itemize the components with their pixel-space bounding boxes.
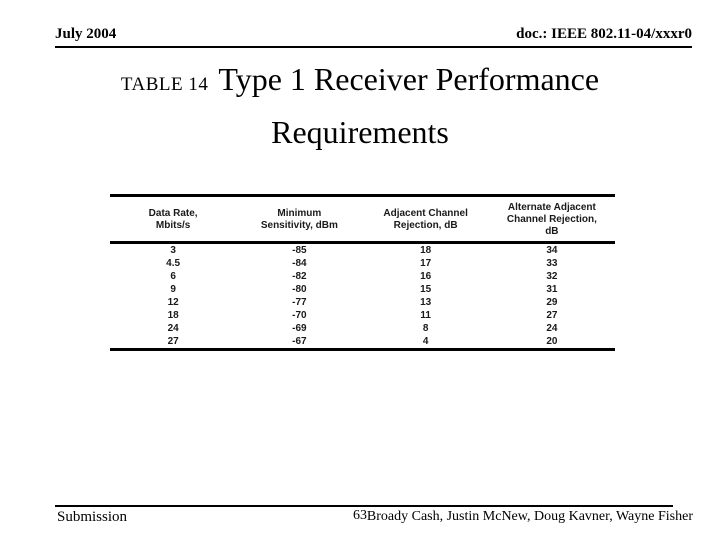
footer-page-number: 63 bbox=[353, 508, 367, 523]
table-header: Data Rate, Mbits/s Minimum Sensitivity, … bbox=[110, 195, 615, 244]
table-cell: 9 bbox=[170, 284, 176, 295]
table-cell: 24 bbox=[546, 323, 558, 334]
table-cell: -85 bbox=[292, 245, 307, 256]
table-cell: 11 bbox=[420, 310, 431, 321]
table-cell: 8 bbox=[422, 323, 429, 334]
table-cell: 29 bbox=[546, 297, 558, 308]
table-cell: 32 bbox=[546, 271, 558, 282]
table-cell: 6 bbox=[170, 271, 176, 282]
table-cell: -70 bbox=[292, 310, 307, 321]
title-block: TABLE 14 Type 1 Receiver Performance Requ… bbox=[0, 56, 720, 156]
table-cell: 13 bbox=[420, 297, 432, 308]
table-cell: 12 bbox=[167, 297, 179, 308]
footer-authors: Broady Cash, Justin McNew, Doug Kavner, … bbox=[366, 509, 693, 524]
column-header-adjacent-rejection: Adjacent Channel Rejection, dB bbox=[362, 195, 489, 244]
table-cell: -82 bbox=[292, 271, 307, 282]
page-title-line-2: Requirements bbox=[271, 114, 449, 150]
column-header-min-sensitivity: Minimum Sensitivity, dBm bbox=[236, 195, 363, 244]
table-cell: 34 bbox=[546, 245, 558, 256]
table-cell: 18 bbox=[167, 310, 179, 321]
table-cell: 20 bbox=[546, 336, 558, 347]
table-header-row: Data Rate, Mbits/s Minimum Sensitivity, … bbox=[110, 195, 615, 244]
table-cell: 3 bbox=[170, 245, 176, 256]
column-header-alt-adjacent-rejection: Alternate Adjacent Channel Rejection, dB bbox=[488, 195, 615, 244]
table-body: 3 -85 18 34 4.5 -84 17 33 6 -82 16 32 bbox=[110, 243, 615, 350]
title-line-1: TABLE 14 Type 1 Receiver Performance bbox=[0, 56, 720, 109]
table-cell: 24 bbox=[167, 323, 179, 334]
slide-header: July 2004 doc.: IEEE 802.11-04/xxxr0 bbox=[55, 26, 692, 48]
table-cell: -69 bbox=[292, 323, 307, 334]
table-cell: 27 bbox=[546, 310, 558, 321]
page-title: Type 1 Receiver Performance bbox=[218, 61, 600, 97]
table-cell: 17 bbox=[420, 258, 432, 269]
table-cell: 4 bbox=[422, 336, 429, 347]
receiver-performance-table: Data Rate, Mbits/s Minimum Sensitivity, … bbox=[110, 194, 615, 351]
table-cell: -67 bbox=[292, 336, 307, 347]
table-cell: 27 bbox=[167, 336, 179, 347]
footer-rule bbox=[55, 505, 673, 507]
table-cell: -80 bbox=[292, 284, 307, 295]
table-row: 18 -70 11 27 bbox=[110, 309, 615, 322]
table-cell: 33 bbox=[546, 258, 558, 269]
table-row: 12 -77 13 29 bbox=[110, 296, 615, 309]
table-cell: 18 bbox=[420, 245, 432, 256]
footer-submission-label: Submission bbox=[57, 509, 128, 525]
column-header-data-rate: Data Rate, Mbits/s bbox=[110, 195, 237, 244]
table-number-label: TABLE 14 bbox=[120, 74, 209, 95]
receiver-performance-table-wrap: Data Rate, Mbits/s Minimum Sensitivity, … bbox=[110, 194, 615, 351]
table-row: 27 -67 4 20 bbox=[110, 335, 615, 350]
table-row: 4.5 -84 17 33 bbox=[110, 257, 615, 270]
table-row: 6 -82 16 32 bbox=[110, 270, 615, 283]
table-row: 9 -80 15 31 bbox=[110, 283, 615, 296]
header-doc-id: doc.: IEEE 802.11-04/xxxr0 bbox=[516, 26, 692, 42]
table-row: 3 -85 18 34 bbox=[110, 243, 615, 258]
table-cell: 16 bbox=[420, 271, 432, 282]
table-row: 24 -69 8 24 bbox=[110, 322, 615, 335]
table-cell: 4.5 bbox=[166, 258, 181, 269]
table-cell: -77 bbox=[292, 297, 307, 308]
table-cell: 31 bbox=[546, 284, 558, 295]
header-date: July 2004 bbox=[55, 26, 117, 42]
table-cell: 15 bbox=[420, 284, 432, 295]
table-cell: -84 bbox=[292, 258, 307, 269]
